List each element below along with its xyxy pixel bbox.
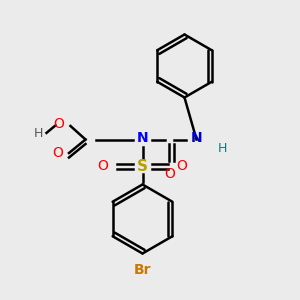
Text: O: O (52, 146, 63, 160)
Text: N: N (191, 131, 202, 145)
Text: Br: Br (134, 262, 151, 277)
Text: H: H (34, 127, 44, 140)
Text: O: O (176, 160, 187, 173)
Text: O: O (164, 167, 175, 181)
Text: O: O (54, 118, 64, 131)
Text: S: S (137, 159, 148, 174)
Text: N: N (137, 131, 148, 145)
Text: O: O (98, 160, 109, 173)
Text: H: H (218, 142, 227, 155)
